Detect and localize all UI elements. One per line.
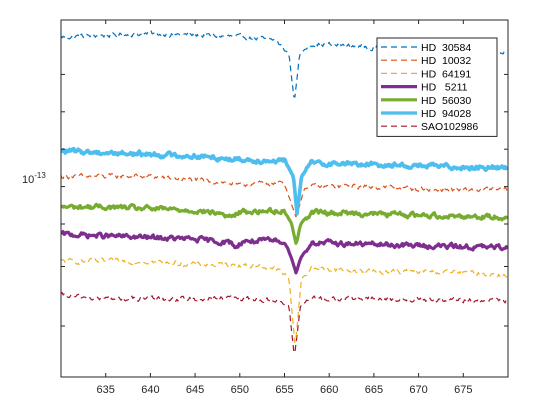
x-axis: 635 640 645 650 655 660 665 670 675	[97, 20, 472, 396]
legend-label: HD 94028	[421, 108, 471, 120]
x-tick-label: 675	[454, 384, 472, 396]
legend-label: HD 30584	[421, 42, 471, 54]
x-tick-label: 650	[231, 384, 249, 396]
y-axis	[61, 73, 508, 327]
x-tick-label: 640	[141, 384, 159, 396]
x-tick-label: 670	[409, 384, 427, 396]
legend-label: HD 10032	[421, 55, 471, 67]
x-tick-label: 635	[97, 384, 115, 396]
x-tick-label: 645	[186, 384, 204, 396]
legend-label: HD 64191	[421, 68, 471, 80]
x-tick-label: 660	[320, 384, 338, 396]
series-line	[61, 257, 508, 344]
y-tick-base: 10	[22, 174, 34, 186]
svg-text:10-13: 10-13	[22, 171, 46, 186]
series-line	[61, 202, 508, 245]
legend-label: HD 5211	[421, 82, 468, 94]
series-line	[61, 230, 508, 275]
series-line	[61, 291, 508, 354]
series-line	[61, 172, 508, 218]
y-tick-label: 10-13	[22, 171, 46, 186]
legend-label: HD 56030	[421, 95, 471, 107]
legend-label: SAO102986	[421, 121, 478, 133]
x-tick-label: 665	[365, 384, 383, 396]
series-line	[61, 146, 508, 216]
x-tick-label: 655	[275, 384, 293, 396]
series-layer	[61, 30, 508, 354]
y-tick-exponent: -13	[34, 171, 46, 180]
